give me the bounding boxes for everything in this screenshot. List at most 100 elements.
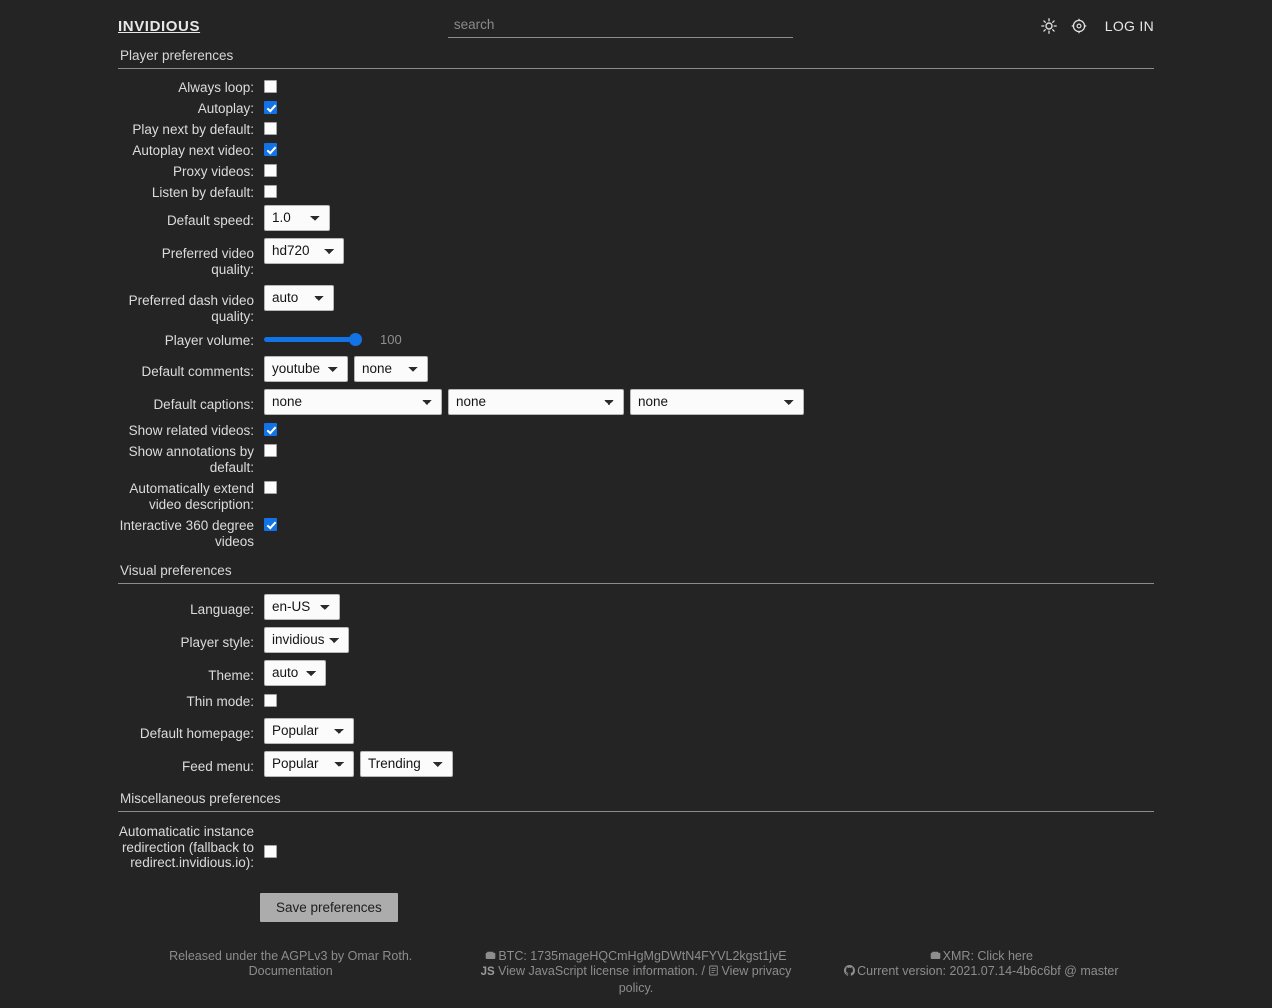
label-language: Language: <box>190 602 254 617</box>
label-player-style: Player style: <box>180 635 254 650</box>
footer-documentation-link[interactable]: Documentation <box>248 964 333 978</box>
save-spacer <box>118 893 260 922</box>
select-default-captions-3[interactable]: none <box>630 389 804 415</box>
footer: Released under the AGPLv3 by Omar Roth. … <box>0 949 1272 997</box>
label-auto-instance-redirect: Automaticatic instance redirection (fall… <box>118 824 254 870</box>
label-autoplay: Autoplay: <box>197 101 254 116</box>
footer-separator: / <box>701 964 705 978</box>
select-feed-menu-1[interactable]: Popular <box>264 751 354 777</box>
row-player-volume: Player volume: 100 <box>118 332 1154 349</box>
row-language: Language: en-US <box>118 594 1154 620</box>
footer-license-text: Released under the AGPLv3 by Omar Roth. <box>169 948 413 963</box>
label-autoplay-next-video: Autoplay next video: <box>132 143 254 158</box>
row-preferred-video-quality: Preferred video quality: hd720 <box>118 238 1154 278</box>
checkbox-show-related-videos[interactable] <box>264 423 277 436</box>
brand-logo[interactable]: INVIDIOUS <box>118 17 201 35</box>
row-preferred-dash-video-quality: Preferred dash video quality: auto <box>118 285 1154 325</box>
label-preferred-dash-video-quality: Preferred dash video quality: <box>128 293 254 324</box>
row-default-speed: Default speed: 1.0 <box>118 205 1154 231</box>
row-show-related-videos: Show related videos: <box>118 422 1154 439</box>
label-auto-extend-description: Automatically extend video description: <box>129 481 254 512</box>
checkbox-proxy-videos[interactable] <box>264 164 277 177</box>
footer-xmr-link[interactable]: XMR: Click here <box>942 948 1033 963</box>
save-preferences-button[interactable]: Save preferences <box>260 892 398 922</box>
label-default-homepage: Default homepage: <box>139 726 254 741</box>
label-default-comments: Default comments: <box>141 364 254 379</box>
row-player-style: Player style: invidious <box>118 627 1154 653</box>
checkbox-auto-instance-redirect[interactable] <box>264 845 277 858</box>
footer-js-line: JS View JavaScript license information. … <box>471 964 800 996</box>
checkbox-always-loop[interactable] <box>264 80 277 93</box>
row-default-homepage: Default homepage: Popular <box>118 718 1154 744</box>
footer-right: XMR: Click here Current version: 2021.07… <box>809 949 1154 997</box>
select-preferred-dash-video-quality[interactable]: auto <box>264 285 334 311</box>
checkbox-thin-mode[interactable] <box>264 694 277 707</box>
footer-privacy-link[interactable]: View privacy policy. <box>618 964 792 995</box>
select-default-captions-2[interactable]: none <box>448 389 624 415</box>
row-auto-extend-description: Automatically extend video description: <box>118 480 1154 513</box>
row-proxy-videos: Proxy videos: <box>118 163 1154 180</box>
save-row: Save preferences <box>118 892 1154 922</box>
row-thin-mode: Thin mode: <box>118 693 1154 710</box>
select-default-homepage[interactable]: Popular <box>264 718 354 744</box>
section-title-misc: Miscellaneous preferences <box>118 791 1154 812</box>
select-player-style[interactable]: invidious <box>264 627 349 653</box>
label-default-captions: Default captions: <box>153 397 254 412</box>
label-show-annotations: Show annotations by default: <box>128 444 254 475</box>
checkbox-show-annotations[interactable] <box>264 444 277 457</box>
gear-icon[interactable] <box>1071 18 1087 34</box>
navbar: INVIDIOUS <box>0 0 1272 48</box>
checkbox-play-next-by-default[interactable] <box>264 122 277 135</box>
footer-js-license-link[interactable]: View JavaScript license information. <box>498 964 699 978</box>
row-default-captions: Default captions: none none none <box>118 389 1154 415</box>
checkbox-autoplay[interactable] <box>264 101 277 114</box>
label-default-speed: Default speed: <box>166 213 254 228</box>
select-default-speed[interactable]: 1.0 <box>264 205 330 231</box>
select-preferred-video-quality[interactable]: hd720 <box>264 238 344 264</box>
row-feed-menu: Feed menu: Popular Trending <box>118 751 1154 777</box>
row-listen-by-default: Listen by default: <box>118 184 1154 201</box>
label-show-related-videos: Show related videos: <box>128 423 254 438</box>
slider-player-volume[interactable] <box>264 332 362 347</box>
checkbox-auto-extend-description[interactable] <box>264 481 277 494</box>
github-icon <box>844 965 856 976</box>
select-feed-menu-2[interactable]: Trending <box>360 751 453 777</box>
footer-version-link[interactable]: Current version: 2021.07.14-4b6c6bf @ ma… <box>857 964 1119 978</box>
row-auto-instance-redirect: Automaticatic instance redirection (fall… <box>118 822 1154 871</box>
wallet-icon <box>485 950 496 961</box>
checkbox-autoplay-next-video[interactable] <box>264 143 277 156</box>
sun-icon[interactable] <box>1040 18 1057 34</box>
label-thin-mode: Thin mode: <box>186 694 254 709</box>
footer-xmr-line: XMR: Click here <box>817 949 1146 965</box>
checkbox-listen-by-default[interactable] <box>264 185 277 198</box>
row-autoplay-next-video: Autoplay next video: <box>118 142 1154 159</box>
checkbox-interactive-360[interactable] <box>264 518 277 531</box>
row-play-next-by-default: Play next by default: <box>118 121 1154 138</box>
document-icon <box>708 965 719 976</box>
row-autoplay: Autoplay: <box>118 100 1154 117</box>
select-default-captions-1[interactable]: none <box>264 389 442 415</box>
label-always-loop: Always loop: <box>178 80 254 95</box>
label-theme: Theme: <box>208 668 254 683</box>
player-volume-value: 100 <box>380 332 402 347</box>
footer-center: BTC: 1735mageHQCmHgMgDWtN4FYVL2kgst1jvE … <box>463 949 808 997</box>
select-default-comments-2[interactable]: none <box>354 356 428 382</box>
row-show-annotations: Show annotations by default: <box>118 443 1154 476</box>
row-theme: Theme: auto <box>118 660 1154 686</box>
footer-btc-address[interactable]: BTC: 1735mageHQCmHgMgDWtN4FYVL2kgst1jvE <box>498 948 787 963</box>
wallet-icon <box>930 950 941 961</box>
select-theme[interactable]: auto <box>264 660 326 686</box>
row-interactive-360: Interactive 360 degree videos <box>118 517 1154 550</box>
row-default-comments: Default comments: youtube none <box>118 356 1154 382</box>
label-listen-by-default: Listen by default: <box>151 185 254 200</box>
select-default-comments-1[interactable]: youtube <box>264 356 348 382</box>
select-language[interactable]: en-US <box>264 594 340 620</box>
login-link[interactable]: LOG IN <box>1104 18 1154 34</box>
footer-left: Released under the AGPLv3 by Omar Roth. … <box>118 949 463 997</box>
preferences-form: Player preferences Always loop: Autoplay… <box>0 48 1272 922</box>
search-input[interactable] <box>447 14 793 38</box>
label-interactive-360: Interactive 360 degree videos <box>119 518 254 549</box>
label-proxy-videos: Proxy videos: <box>172 164 254 179</box>
js-icon: JS <box>480 966 495 978</box>
